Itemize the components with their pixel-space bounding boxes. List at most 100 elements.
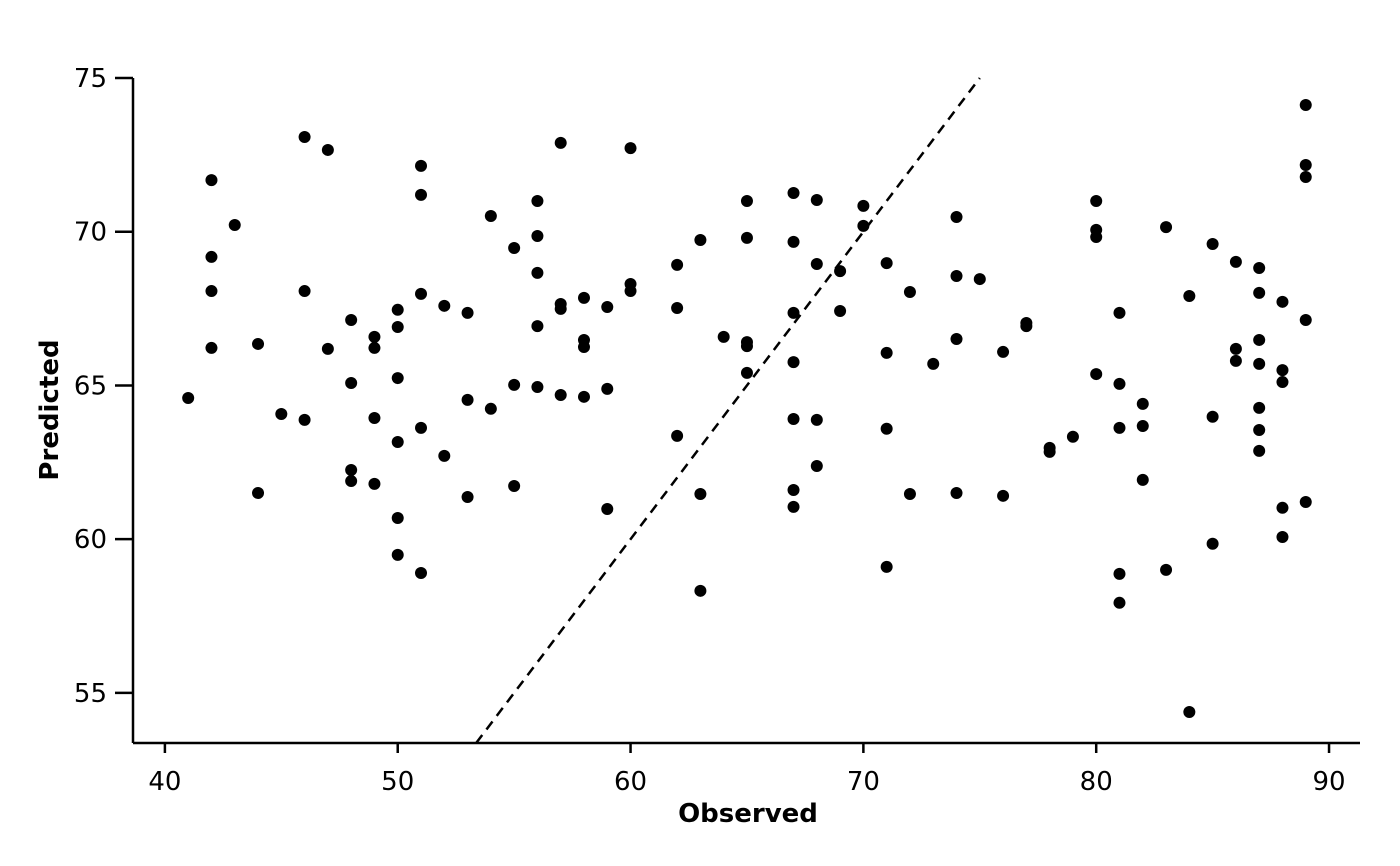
- point: [740, 366, 753, 379]
- point: [1113, 567, 1126, 580]
- point: [345, 475, 358, 488]
- point: [461, 491, 474, 504]
- point: [950, 333, 963, 346]
- point: [857, 219, 870, 232]
- point: [508, 242, 521, 255]
- point: [391, 511, 404, 524]
- point: [368, 412, 381, 425]
- point: [1136, 397, 1149, 410]
- point: [1276, 295, 1289, 308]
- point: [1160, 563, 1173, 576]
- point: [531, 194, 544, 207]
- point: [461, 393, 474, 406]
- point: [1253, 286, 1266, 299]
- point: [694, 487, 707, 500]
- point: [391, 548, 404, 561]
- point: [1299, 495, 1312, 508]
- point: [577, 390, 590, 403]
- y-tick-label: 60: [74, 525, 107, 555]
- point: [1299, 170, 1312, 183]
- point: [438, 449, 451, 462]
- point: [810, 459, 823, 472]
- point: [1253, 333, 1266, 346]
- point: [787, 500, 800, 513]
- point: [228, 218, 241, 231]
- point: [415, 566, 428, 579]
- point: [554, 136, 567, 149]
- point: [1066, 430, 1079, 443]
- point: [1136, 473, 1149, 486]
- x-tick-label: 80: [1080, 767, 1113, 797]
- point: [275, 408, 288, 421]
- point: [1206, 410, 1219, 423]
- point: [1090, 194, 1103, 207]
- point: [391, 303, 404, 316]
- point: [205, 341, 218, 354]
- x-tick-label: 40: [148, 767, 181, 797]
- x-axis-title: Observed: [678, 799, 818, 829]
- point: [1090, 368, 1103, 381]
- point: [694, 234, 707, 247]
- point: [950, 487, 963, 500]
- point: [834, 265, 847, 278]
- point: [368, 477, 381, 490]
- point: [1183, 289, 1196, 302]
- point: [531, 380, 544, 393]
- point: [554, 302, 567, 315]
- point: [950, 210, 963, 223]
- point: [717, 330, 730, 343]
- point: [787, 306, 800, 319]
- point: [740, 231, 753, 244]
- point: [1229, 342, 1242, 355]
- point: [1020, 320, 1033, 333]
- point: [345, 376, 358, 389]
- y-tick-label: 65: [74, 371, 107, 401]
- point: [345, 463, 358, 476]
- point: [205, 285, 218, 298]
- point: [1299, 313, 1312, 326]
- point: [438, 299, 451, 312]
- point: [391, 436, 404, 449]
- point: [694, 584, 707, 597]
- point: [880, 422, 893, 435]
- point: [321, 342, 334, 355]
- point: [1276, 531, 1289, 544]
- x-tick-label: 70: [847, 767, 880, 797]
- identity-line: [475, 77, 981, 744]
- point: [624, 142, 637, 155]
- point: [391, 372, 404, 385]
- point: [1253, 444, 1266, 457]
- y-tick-label: 70: [74, 218, 107, 248]
- point: [1229, 354, 1242, 367]
- point: [508, 378, 521, 391]
- point: [810, 194, 823, 207]
- point: [787, 235, 800, 248]
- point: [1206, 537, 1219, 550]
- point: [508, 479, 521, 492]
- point: [298, 413, 311, 426]
- point: [321, 143, 334, 156]
- point: [1113, 377, 1126, 390]
- y-axis-title: Predicted: [35, 339, 65, 480]
- point: [1206, 238, 1219, 251]
- x-tick-label: 50: [381, 767, 414, 797]
- point: [671, 258, 684, 271]
- point: [391, 321, 404, 334]
- point: [787, 356, 800, 369]
- point: [577, 341, 590, 354]
- point: [1136, 420, 1149, 433]
- point: [1113, 596, 1126, 609]
- point: [671, 429, 684, 442]
- point: [973, 273, 986, 286]
- point: [531, 266, 544, 279]
- point: [1253, 401, 1266, 414]
- point: [624, 285, 637, 298]
- point: [601, 503, 614, 516]
- point: [415, 421, 428, 434]
- point: [1183, 705, 1196, 718]
- point: [345, 313, 358, 326]
- point: [1276, 501, 1289, 514]
- point: [880, 257, 893, 270]
- point: [787, 483, 800, 496]
